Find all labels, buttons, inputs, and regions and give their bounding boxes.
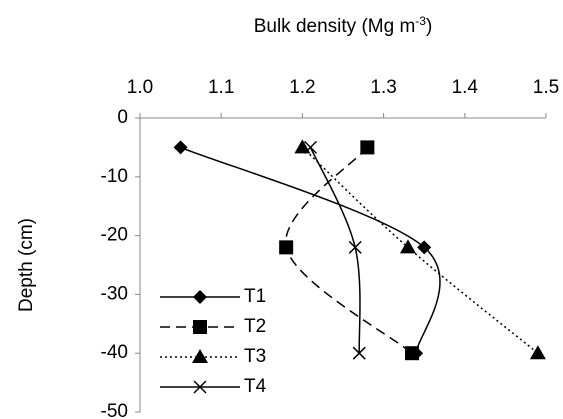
x-tick-label: 1.0 xyxy=(127,77,153,98)
series-line xyxy=(285,146,413,354)
x-axis-label: Bulk density (Mg m-3) xyxy=(254,14,433,37)
y-tick-label: -50 xyxy=(101,401,128,419)
y-tick-label: -40 xyxy=(101,342,128,363)
legend-label: T4 xyxy=(244,376,267,397)
y-tick-label: -30 xyxy=(101,283,128,304)
series-line xyxy=(180,146,441,354)
x-label-end: ) xyxy=(426,16,432,37)
legend-label: T3 xyxy=(244,346,266,367)
marker xyxy=(303,140,318,154)
legend-marker xyxy=(192,349,208,363)
y-tick-label: 0 xyxy=(117,107,128,128)
marker xyxy=(399,239,416,254)
marker xyxy=(279,240,294,255)
marker xyxy=(348,240,362,254)
y-tick-label: -20 xyxy=(101,225,128,246)
marker xyxy=(294,139,311,154)
x-tick-label: 1.5 xyxy=(533,77,559,98)
x-tick-label: 1.4 xyxy=(452,77,479,98)
y-axis-label: Depth (cm) xyxy=(16,218,37,312)
x-label-sup: -3 xyxy=(415,14,426,28)
marker xyxy=(352,346,366,360)
y-tick-label: -10 xyxy=(101,166,128,187)
legend-marker xyxy=(193,380,207,394)
legend-label: T2 xyxy=(244,316,266,337)
legend-marker xyxy=(193,320,207,334)
marker xyxy=(173,140,188,155)
marker xyxy=(529,345,546,360)
x-tick-label: 1.1 xyxy=(208,77,234,98)
x-tick-label: 1.3 xyxy=(370,77,396,98)
x-label-text: Bulk density (Mg m xyxy=(254,16,416,37)
marker xyxy=(360,140,375,155)
marker xyxy=(405,346,420,361)
legend-marker xyxy=(193,290,207,304)
legend-label: T1 xyxy=(244,286,266,307)
marker xyxy=(417,240,432,255)
x-tick-label: 1.2 xyxy=(289,77,315,98)
